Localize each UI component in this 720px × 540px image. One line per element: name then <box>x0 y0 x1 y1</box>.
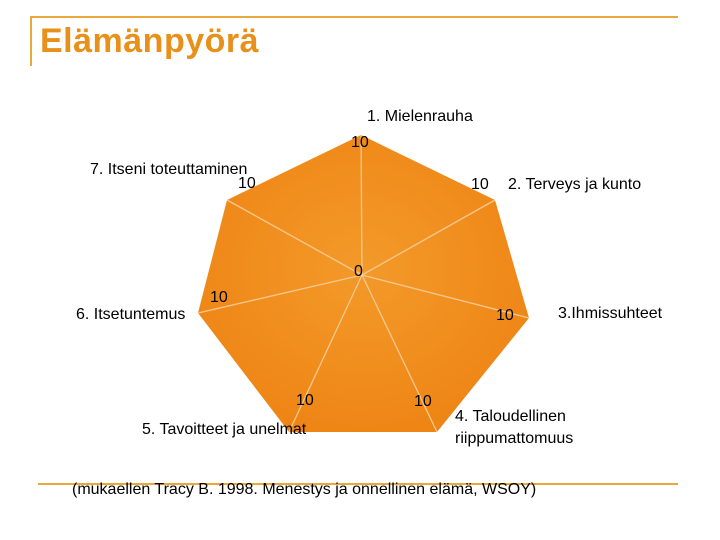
spoke-line-4 <box>361 274 438 433</box>
spoke-label-4-line2: riippumattomuus <box>455 430 574 447</box>
spoke-value-3: 10 <box>496 307 514 324</box>
spoke-line-6 <box>197 274 363 314</box>
spoke-label-5: 5. Tavoitteet ja unelmat <box>142 421 307 438</box>
left-rule <box>30 16 32 66</box>
spoke-line-7 <box>226 199 363 276</box>
slide-title: Elämänpyörä <box>40 22 260 60</box>
spoke-line-1 <box>360 134 363 276</box>
spoke-value-2: 10 <box>471 176 489 193</box>
spoke-line-5 <box>288 274 363 433</box>
spoke-label-6: 6. Itsetuntemus <box>76 306 186 323</box>
wheel-heptagon <box>198 135 529 432</box>
spoke-label-7: 7. Itseni toteuttaminen <box>90 161 248 178</box>
spoke-value-4: 10 <box>414 393 432 410</box>
spoke-label-3: 3.Ihmissuhteet <box>558 305 663 322</box>
spoke-value-1: 10 <box>351 134 369 151</box>
spoke-value-5: 10 <box>296 392 314 409</box>
spoke-label-1: 1. Mielenrauha <box>367 108 473 125</box>
spoke-value-7: 10 <box>238 175 256 192</box>
top-rule <box>30 16 678 18</box>
bottom-rule <box>38 483 678 485</box>
spoke-value-6: 10 <box>210 289 228 306</box>
spoke-label-4-line1: 4. Taloudellinen <box>455 408 566 425</box>
spoke-label-2: 2. Terveys ja kunto <box>508 176 642 193</box>
source-citation: (mukaellen Tracy B. 1998. Menestys ja on… <box>72 481 537 498</box>
spoke-line-2 <box>361 199 496 276</box>
wheel-spokes <box>197 134 530 433</box>
center-value: 0 <box>354 263 363 280</box>
spoke-line-3 <box>361 274 530 319</box>
